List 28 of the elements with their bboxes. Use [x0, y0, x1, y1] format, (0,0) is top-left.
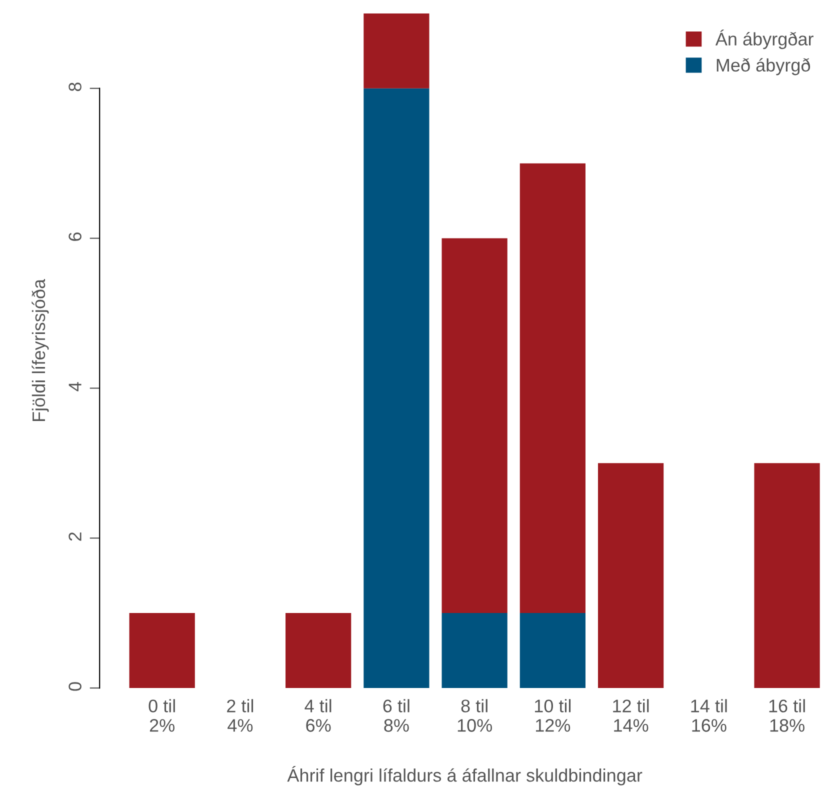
bar [364, 13, 430, 88]
x-tick-label: 6 til 8% [383, 699, 410, 732]
y-tick-label: 0 [68, 682, 82, 691]
legend-label: Án ábyrgðar [715, 30, 814, 50]
y-tick-label: 2 [68, 532, 82, 541]
bar [442, 613, 508, 688]
bar [520, 163, 586, 614]
y-tick-label: 6 [68, 232, 82, 241]
y-tick-label: 8 [68, 82, 82, 92]
x-tick-label: 12 til 14% [613, 699, 649, 732]
x-tick-label: 4 til 6% [304, 699, 332, 732]
y-tick-label: 4 [68, 382, 82, 392]
x-tick-label: 8 til 10% [458, 699, 492, 732]
y-axis-title: Fjöldi lífeyrissjóða [32, 278, 49, 421]
bar [286, 613, 352, 688]
bar [598, 463, 664, 688]
x-tick-label: 10 til 12% [534, 699, 571, 732]
x-tick-label: 2 til 4% [227, 699, 254, 732]
x-axis-title: Áhrif lengri lífaldurs á áfallnar skuldbindingar [287, 766, 642, 786]
bar [129, 613, 195, 688]
legend-label: Með ábyrgð [716, 58, 810, 76]
bar [520, 613, 586, 688]
bar [364, 88, 430, 688]
bar [754, 463, 820, 688]
x-tick-label: 16 til 18% [769, 699, 805, 732]
x-tick-label: 14 til 16% [691, 699, 727, 732]
bar [442, 238, 508, 614]
x-tick-label: 0 til 2% [148, 699, 175, 732]
